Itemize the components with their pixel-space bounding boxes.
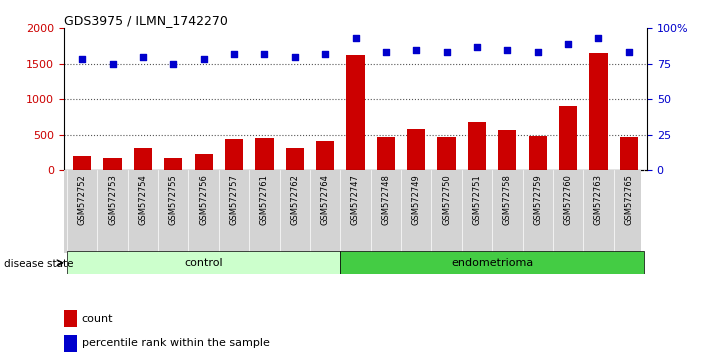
Point — [137, 54, 149, 59]
Text: GSM572764: GSM572764 — [321, 174, 330, 225]
Bar — [104, 158, 122, 170]
Bar — [620, 137, 638, 170]
Text: GSM572751: GSM572751 — [473, 174, 481, 225]
Text: GSM572753: GSM572753 — [108, 174, 117, 225]
Bar — [134, 148, 152, 170]
Text: GSM572752: GSM572752 — [77, 174, 87, 225]
Point — [289, 54, 301, 59]
Point — [259, 51, 270, 57]
Text: GSM572761: GSM572761 — [260, 174, 269, 225]
Text: endometrioma: endometrioma — [451, 258, 533, 268]
Text: GSM572763: GSM572763 — [594, 174, 603, 225]
Text: GSM572755: GSM572755 — [169, 174, 178, 225]
Text: GSM572756: GSM572756 — [199, 174, 208, 225]
Bar — [407, 129, 425, 170]
Point — [350, 35, 361, 41]
Point — [471, 44, 483, 50]
Bar — [73, 156, 91, 170]
Bar — [498, 130, 516, 170]
Text: GSM572765: GSM572765 — [624, 174, 634, 225]
Point — [410, 47, 422, 52]
Point — [532, 50, 543, 55]
Point — [198, 57, 209, 62]
Bar — [346, 55, 365, 170]
Point — [562, 41, 574, 47]
Text: GSM572750: GSM572750 — [442, 174, 451, 225]
Point — [107, 61, 118, 67]
Text: control: control — [184, 258, 223, 268]
Bar — [286, 148, 304, 170]
Text: GSM572749: GSM572749 — [412, 174, 421, 225]
Bar — [164, 158, 183, 170]
Text: GSM572762: GSM572762 — [290, 174, 299, 225]
Text: GSM572759: GSM572759 — [533, 174, 542, 225]
Bar — [437, 137, 456, 170]
Text: GSM572758: GSM572758 — [503, 174, 512, 225]
Point — [228, 51, 240, 57]
Point — [623, 50, 634, 55]
Text: count: count — [82, 314, 113, 324]
Bar — [255, 138, 274, 170]
Point — [380, 50, 392, 55]
Text: GSM572760: GSM572760 — [564, 174, 572, 225]
Point — [441, 50, 452, 55]
Bar — [377, 137, 395, 170]
Point — [77, 57, 88, 62]
Point — [168, 61, 179, 67]
Text: percentile rank within the sample: percentile rank within the sample — [82, 338, 269, 348]
Point — [319, 51, 331, 57]
Bar — [528, 136, 547, 170]
Text: GSM572754: GSM572754 — [139, 174, 147, 225]
Text: GSM572747: GSM572747 — [351, 174, 360, 225]
Bar — [468, 122, 486, 170]
Bar — [195, 154, 213, 170]
Point — [593, 35, 604, 41]
Text: GSM572757: GSM572757 — [230, 174, 238, 225]
Text: GSM572748: GSM572748 — [381, 174, 390, 225]
Bar — [225, 139, 243, 170]
Bar — [559, 106, 577, 170]
Bar — [67, 251, 341, 274]
Text: disease state: disease state — [4, 259, 73, 269]
Point — [502, 47, 513, 52]
Text: GDS3975 / ILMN_1742270: GDS3975 / ILMN_1742270 — [64, 14, 228, 27]
Bar — [316, 141, 334, 170]
Bar — [589, 53, 607, 170]
Bar — [341, 251, 644, 274]
